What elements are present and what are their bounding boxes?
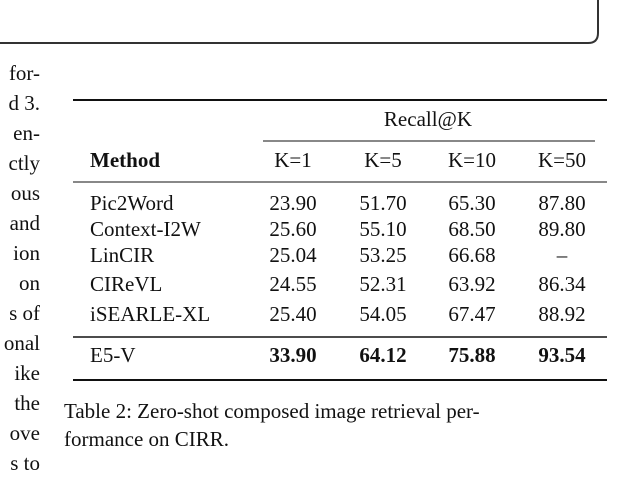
table-cell: 51.70 [359, 191, 406, 215]
table-cell: 86.34 [538, 272, 586, 296]
table-cell: 68.50 [448, 217, 495, 241]
table-cell: 88.92 [538, 302, 585, 326]
table-cell: 67.47 [448, 302, 495, 326]
table-cell: iSEARLE-XL [90, 302, 210, 326]
table-cell: 24.55 [269, 272, 316, 296]
table-cell: – [556, 243, 568, 267]
column-header: K=50 [538, 148, 586, 172]
table-cell: 55.10 [359, 217, 406, 241]
body-text-fragment: and [10, 211, 41, 235]
column-header: K=5 [364, 148, 402, 172]
table-cell: LinCIR [90, 243, 154, 267]
table-cell: 52.31 [359, 272, 406, 296]
body-text-fragment: onal [4, 331, 40, 355]
highlight-cell: 64.12 [359, 343, 406, 367]
body-text-fragment: en- [13, 121, 40, 145]
body-text-fragment: ike [14, 361, 40, 385]
body-text-fragment: ion [13, 241, 40, 265]
column-header: K=10 [448, 148, 496, 172]
body-text-fragment: the [14, 391, 40, 415]
column-header: Method [90, 148, 160, 172]
table-cell: 87.80 [538, 191, 585, 215]
column-header: K=1 [274, 148, 312, 172]
top-box [0, 0, 599, 44]
table-cell: 53.25 [359, 243, 406, 267]
body-text-fragment: d 3. [9, 91, 41, 115]
table-cell: 23.90 [269, 191, 316, 215]
highlight-cell: 75.88 [448, 343, 495, 367]
table-cell: 89.80 [538, 217, 585, 241]
table-cell: 66.68 [448, 243, 495, 267]
body-text-fragment: ctly [9, 151, 41, 175]
body-text-fragment: s of [9, 301, 40, 325]
body-text-fragment: s to [10, 451, 40, 475]
table-cell: 63.92 [448, 272, 495, 296]
body-text-fragment: on [19, 271, 41, 295]
table-cell: Pic2Word [90, 191, 174, 215]
highlight-cell: 33.90 [269, 343, 316, 367]
caption-line: Table 2: Zero-shot composed image retrie… [64, 399, 480, 423]
body-text-fragment: ous [11, 181, 40, 205]
table-cell: CIReVL [90, 272, 162, 296]
table-cell: 25.40 [269, 302, 316, 326]
highlight-cell: 93.54 [538, 343, 586, 367]
table-cell: 65.30 [448, 191, 495, 215]
table-cell: Context-I2W [90, 217, 201, 241]
body-text-fragment: for- [9, 61, 40, 85]
group-header: Recall@K [384, 107, 472, 131]
body-text-fragment: ove [10, 421, 40, 445]
table-cell: 25.04 [269, 243, 317, 267]
table-cell: 54.05 [359, 302, 406, 326]
highlight-cell: E5-V [90, 343, 136, 367]
table-cell: 25.60 [269, 217, 316, 241]
caption-line: formance on CIRR. [64, 427, 229, 451]
